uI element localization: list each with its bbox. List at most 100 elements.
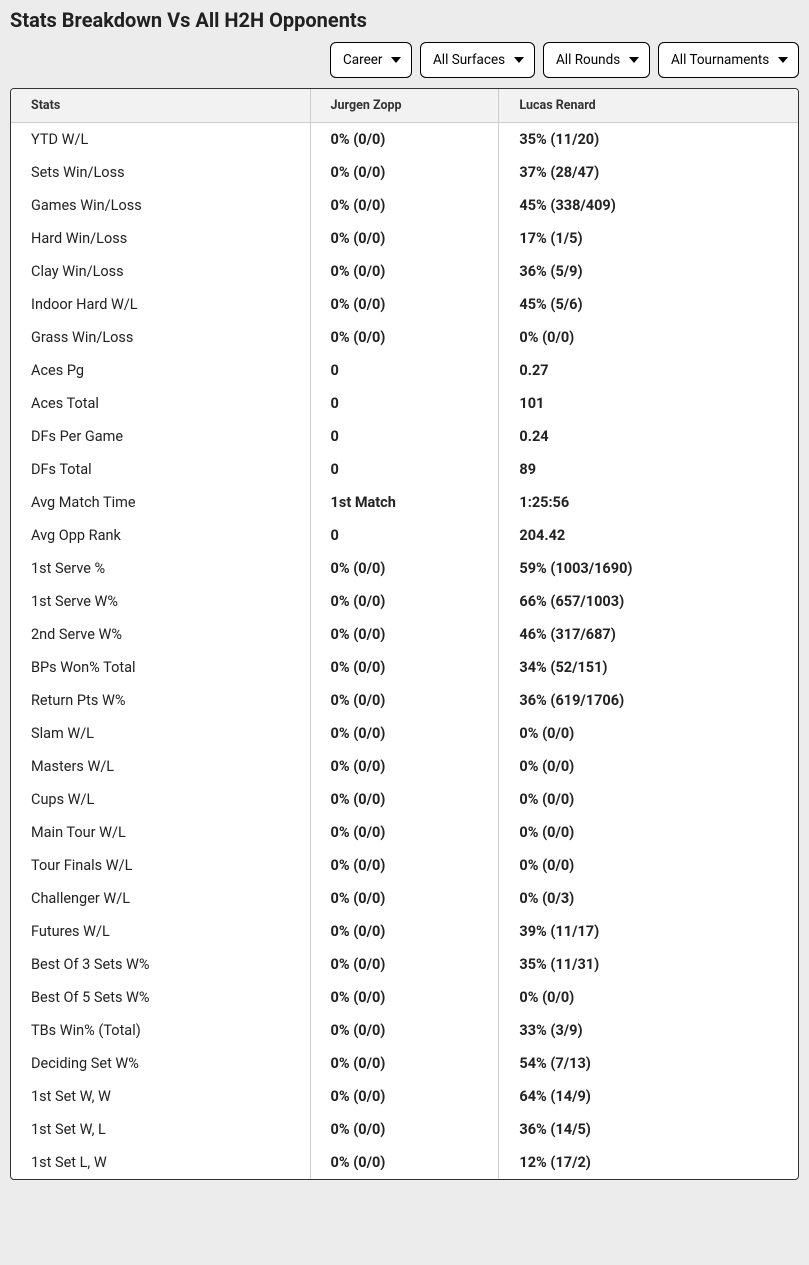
stat-label: Hard Win/Loss xyxy=(11,222,310,255)
surface-select[interactable]: All Surfaces xyxy=(420,42,535,78)
stat-label: TBs Win% (Total) xyxy=(11,1014,310,1047)
stat-label: 2nd Serve W% xyxy=(11,618,310,651)
player1-value: 0% (0/0) xyxy=(310,1146,499,1179)
player2-value: 0% (0/0) xyxy=(499,849,798,882)
table-row: YTD W/L0% (0/0)35% (11/20) xyxy=(11,123,798,157)
page-title: Stats Breakdown Vs All H2H Opponents xyxy=(0,0,809,42)
table-row: DFs Per Game00.24 xyxy=(11,420,798,453)
stat-label: Slam W/L xyxy=(11,717,310,750)
tournament-select[interactable]: All Tournaments xyxy=(658,42,799,78)
table-row: Slam W/L0% (0/0)0% (0/0) xyxy=(11,717,798,750)
stat-label: Challenger W/L xyxy=(11,882,310,915)
table-row: Games Win/Loss0% (0/0)45% (338/409) xyxy=(11,189,798,222)
player1-value: 0% (0/0) xyxy=(310,585,499,618)
player2-value: 36% (14/5) xyxy=(499,1113,798,1146)
table-row: 2nd Serve W%0% (0/0)46% (317/687) xyxy=(11,618,798,651)
stat-label: Indoor Hard W/L xyxy=(11,288,310,321)
player2-value: 39% (11/17) xyxy=(499,915,798,948)
col-header-player1: Jurgen Zopp xyxy=(310,89,499,123)
player2-value: 59% (1003/1690) xyxy=(499,552,798,585)
table-row: Best Of 3 Sets W%0% (0/0)35% (11/31) xyxy=(11,948,798,981)
table-row: Main Tour W/L0% (0/0)0% (0/0) xyxy=(11,816,798,849)
table-row: TBs Win% (Total)0% (0/0)33% (3/9) xyxy=(11,1014,798,1047)
stat-label: Sets Win/Loss xyxy=(11,156,310,189)
stat-label: Main Tour W/L xyxy=(11,816,310,849)
stat-label: 1st Set W, W xyxy=(11,1080,310,1113)
stat-label: Aces Pg xyxy=(11,354,310,387)
player2-value: 35% (11/31) xyxy=(499,948,798,981)
player1-value: 0% (0/0) xyxy=(310,849,499,882)
stat-label: Best Of 5 Sets W% xyxy=(11,981,310,1014)
player1-value: 0% (0/0) xyxy=(310,1080,499,1113)
player2-value: 0.24 xyxy=(499,420,798,453)
table-row: 1st Set W, L0% (0/0)36% (14/5) xyxy=(11,1113,798,1146)
stat-label: BPs Won% Total xyxy=(11,651,310,684)
player2-value: 33% (3/9) xyxy=(499,1014,798,1047)
player1-value: 0% (0/0) xyxy=(310,981,499,1014)
stat-label: 1st Serve % xyxy=(11,552,310,585)
player2-value: 1:25:56 xyxy=(499,486,798,519)
table-row: DFs Total089 xyxy=(11,453,798,486)
player2-value: 34% (52/151) xyxy=(499,651,798,684)
player2-value: 204.42 xyxy=(499,519,798,552)
player1-value: 0% (0/0) xyxy=(310,156,499,189)
player1-value: 0 xyxy=(310,453,499,486)
player2-value: 17% (1/5) xyxy=(499,222,798,255)
player1-value: 0% (0/0) xyxy=(310,1014,499,1047)
table-row: Aces Pg00.27 xyxy=(11,354,798,387)
player2-value: 0% (0/0) xyxy=(499,981,798,1014)
table-row: Aces Total0101 xyxy=(11,387,798,420)
player2-value: 36% (5/9) xyxy=(499,255,798,288)
stat-label: Best Of 3 Sets W% xyxy=(11,948,310,981)
stat-label: 1st Set L, W xyxy=(11,1146,310,1179)
stat-label: Games Win/Loss xyxy=(11,189,310,222)
stat-label: Avg Opp Rank xyxy=(11,519,310,552)
stat-label: Avg Match Time xyxy=(11,486,310,519)
table-row: 1st Set L, W0% (0/0)12% (17/2) xyxy=(11,1146,798,1179)
player1-value: 0% (0/0) xyxy=(310,123,499,157)
player2-value: 36% (619/1706) xyxy=(499,684,798,717)
table-row: 1st Serve W%0% (0/0)66% (657/1003) xyxy=(11,585,798,618)
player1-value: 0% (0/0) xyxy=(310,222,499,255)
player1-value: 0% (0/0) xyxy=(310,816,499,849)
player2-value: 66% (657/1003) xyxy=(499,585,798,618)
player2-value: 54% (7/13) xyxy=(499,1047,798,1080)
player1-value: 0% (0/0) xyxy=(310,1113,499,1146)
player2-value: 35% (11/20) xyxy=(499,123,798,157)
player1-value: 0% (0/0) xyxy=(310,1047,499,1080)
stat-label: Tour Finals W/L xyxy=(11,849,310,882)
table-row: Tour Finals W/L0% (0/0)0% (0/0) xyxy=(11,849,798,882)
table-row: Futures W/L0% (0/0)39% (11/17) xyxy=(11,915,798,948)
stat-label: Cups W/L xyxy=(11,783,310,816)
player1-value: 0% (0/0) xyxy=(310,948,499,981)
player1-value: 0% (0/0) xyxy=(310,189,499,222)
stat-label: Masters W/L xyxy=(11,750,310,783)
table-row: 1st Serve %0% (0/0)59% (1003/1690) xyxy=(11,552,798,585)
player1-value: 1st Match xyxy=(310,486,499,519)
stats-table: Stats Jurgen Zopp Lucas Renard YTD W/L0%… xyxy=(11,89,798,1179)
table-row: Avg Opp Rank0204.42 xyxy=(11,519,798,552)
stat-label: Return Pts W% xyxy=(11,684,310,717)
player2-value: 0% (0/0) xyxy=(499,321,798,354)
table-row: Return Pts W%0% (0/0)36% (619/1706) xyxy=(11,684,798,717)
player1-value: 0% (0/0) xyxy=(310,255,499,288)
table-row: Deciding Set W%0% (0/0)54% (7/13) xyxy=(11,1047,798,1080)
player2-value: 0% (0/0) xyxy=(499,783,798,816)
stat-label: 1st Set W, L xyxy=(11,1113,310,1146)
player2-value: 101 xyxy=(499,387,798,420)
timeframe-select[interactable]: Career xyxy=(330,42,412,78)
player2-value: 0% (0/0) xyxy=(499,717,798,750)
table-header-row: Stats Jurgen Zopp Lucas Renard xyxy=(11,89,798,123)
table-row: Clay Win/Loss0% (0/0)36% (5/9) xyxy=(11,255,798,288)
player1-value: 0% (0/0) xyxy=(310,783,499,816)
player2-value: 45% (5/6) xyxy=(499,288,798,321)
round-select[interactable]: All Rounds xyxy=(543,42,650,78)
table-row: Challenger W/L0% (0/0)0% (0/3) xyxy=(11,882,798,915)
player1-value: 0% (0/0) xyxy=(310,882,499,915)
table-row: Indoor Hard W/L0% (0/0)45% (5/6) xyxy=(11,288,798,321)
player1-value: 0% (0/0) xyxy=(310,750,499,783)
col-header-stats: Stats xyxy=(11,89,310,123)
filter-bar: Career All Surfaces All Rounds All Tourn… xyxy=(0,42,809,88)
player1-value: 0% (0/0) xyxy=(310,717,499,750)
player2-value: 45% (338/409) xyxy=(499,189,798,222)
